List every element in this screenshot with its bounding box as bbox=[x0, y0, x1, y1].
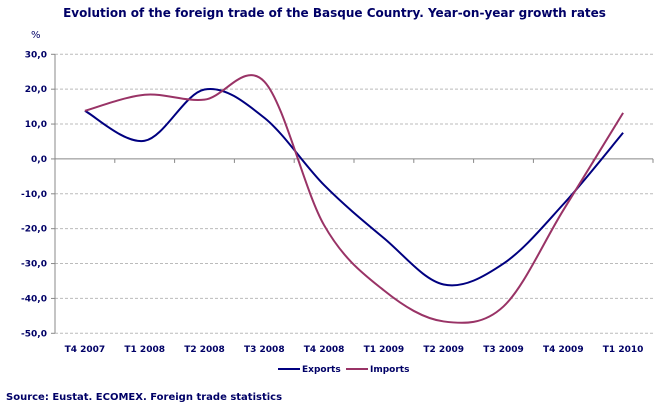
x-tick-label: T1 2009 bbox=[364, 345, 405, 355]
x-tick-label: T4 2007 bbox=[65, 345, 106, 355]
series-line-imports bbox=[84, 74, 624, 324]
y-tick-label: -20,0 bbox=[21, 225, 47, 235]
y-tick-label: 0,0 bbox=[31, 155, 47, 165]
x-tick-label: T1 2010 bbox=[603, 345, 644, 355]
x-tick-label: T3 2009 bbox=[483, 345, 524, 355]
x-tick-label: T1 2008 bbox=[124, 345, 165, 355]
source-note: Source: Eustat. ECOMEX. Foreign trade st… bbox=[6, 392, 283, 403]
y-tick-label: -50,0 bbox=[21, 329, 47, 339]
y-tick-label: 20,0 bbox=[25, 85, 47, 95]
chart-title: Evolution of the foreign trade of the Ba… bbox=[63, 6, 606, 20]
y-axis-unit: % bbox=[31, 30, 41, 41]
legend-label-exports: Exports bbox=[302, 365, 341, 375]
x-tick-label: T2 2008 bbox=[184, 345, 225, 355]
x-tick-label: T2 2009 bbox=[423, 345, 464, 355]
series-line-exports bbox=[84, 87, 624, 287]
y-tick-label: 30,0 bbox=[25, 50, 47, 60]
legend-label-imports: Imports bbox=[370, 365, 409, 375]
y-tick-label: -10,0 bbox=[21, 190, 47, 200]
x-tick-label: T4 2008 bbox=[304, 345, 345, 355]
x-tick-label: T3 2008 bbox=[244, 345, 285, 355]
y-tick-label: -30,0 bbox=[21, 260, 47, 270]
y-tick-label: -40,0 bbox=[21, 294, 47, 304]
y-tick-label: 10,0 bbox=[25, 120, 47, 130]
x-tick-label: T4 2009 bbox=[543, 345, 584, 355]
